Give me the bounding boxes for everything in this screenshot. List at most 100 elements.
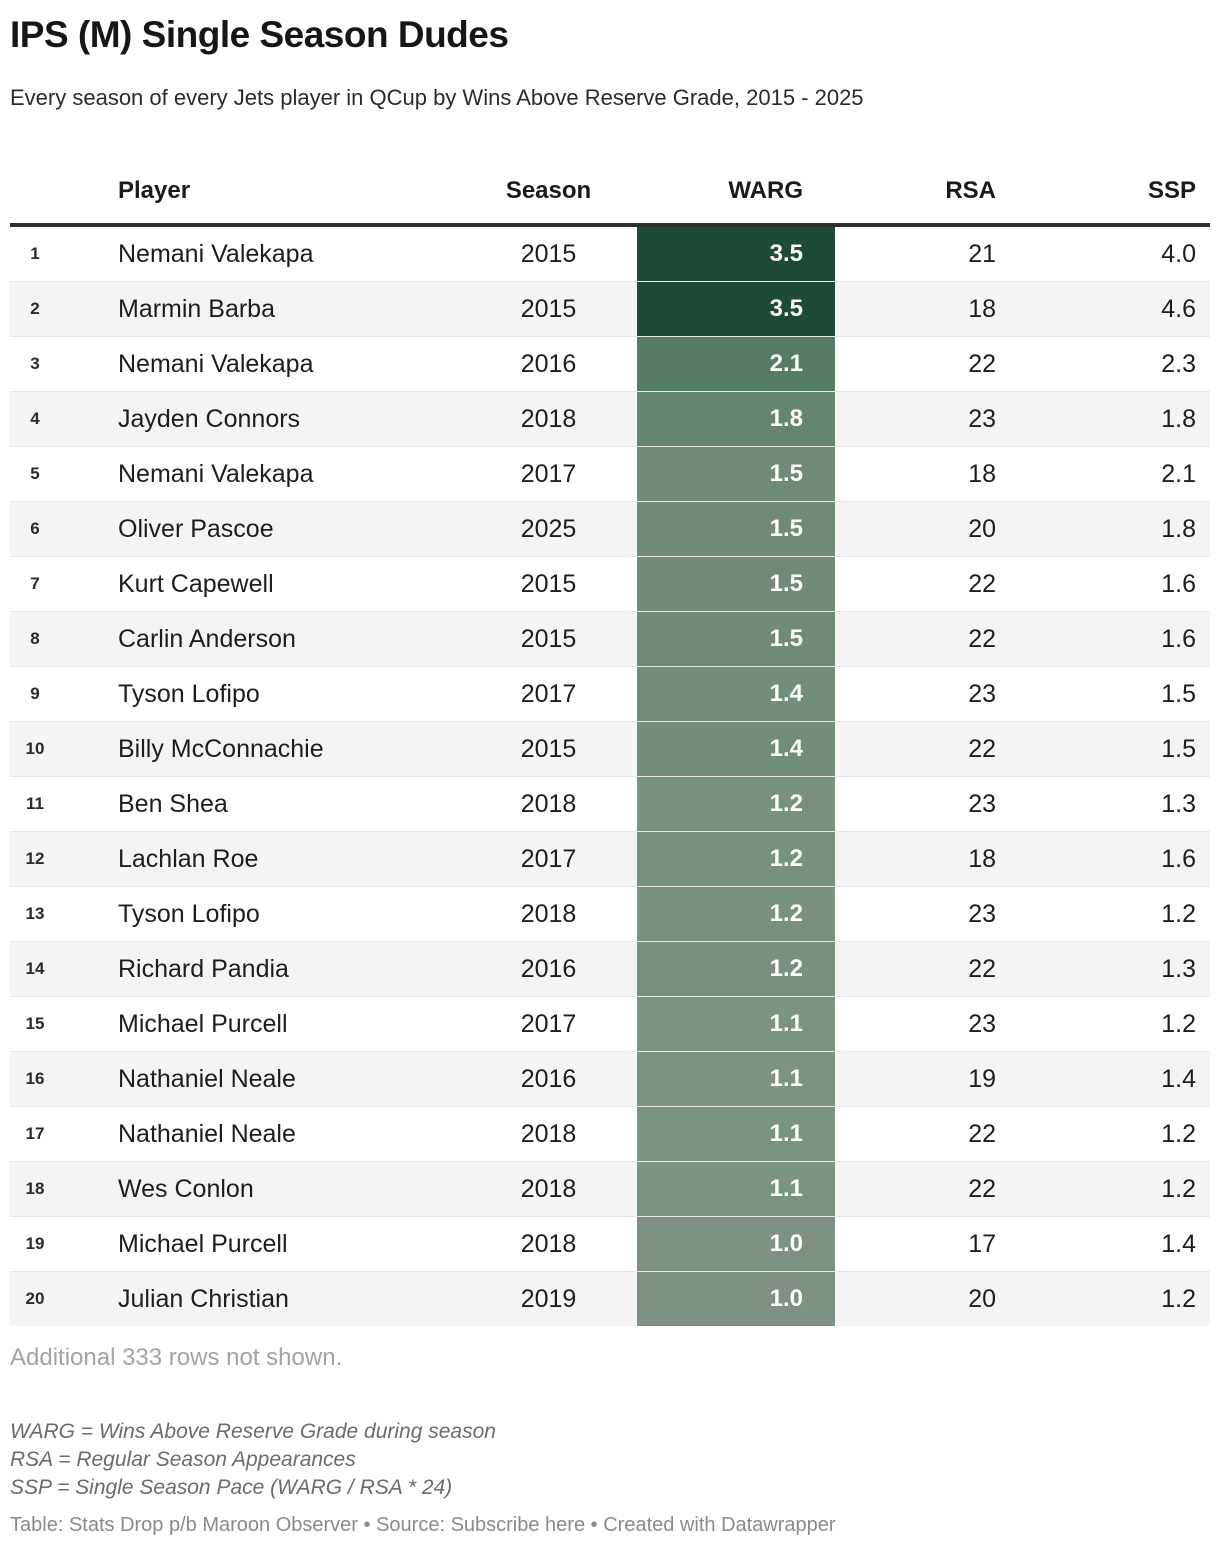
cell-warg: 1.2: [637, 775, 835, 832]
cell-rsa: 22: [835, 555, 1010, 612]
cell-season: 2017: [460, 665, 637, 722]
row-rank: 11: [10, 775, 60, 832]
cell-player: Tyson Lofipo: [60, 665, 460, 722]
cell-season: 2015: [520, 239, 577, 268]
cell-ssp: 1.3: [1010, 775, 1210, 832]
row-rank: 20: [10, 1270, 60, 1326]
cell-season: 2018: [460, 390, 637, 447]
row-rank: 1: [30, 243, 40, 263]
cell-season: 2017: [460, 830, 637, 887]
footnote-rsa: RSA = Regular Season Appearances: [10, 1447, 356, 1471]
cell-player: Nemani Valekapa: [60, 445, 460, 502]
cell-rsa: 22: [835, 335, 1010, 392]
cell-player: Nathaniel Neale: [60, 1050, 460, 1107]
cell-rsa: 22: [835, 610, 1010, 667]
row-rank: 12: [10, 830, 60, 887]
cell-ssp: 2.1: [1010, 445, 1210, 502]
cell-player: Carlin Anderson: [60, 610, 460, 667]
table-row: 3 Nemani Valekapa 2016 2.1 22 2.3: [10, 335, 1210, 392]
cell-player: Marmin Barba: [60, 280, 460, 337]
row-rank: 16: [10, 1050, 60, 1107]
cell-player: Julian Christian: [60, 1270, 460, 1326]
column-header-player[interactable]: Player: [60, 154, 460, 227]
cell-player: Billy McConnachie: [60, 720, 460, 777]
cell-rsa: 23: [835, 775, 1010, 832]
row-rank: 7: [10, 555, 60, 612]
cell-player: Richard Pandia: [60, 940, 460, 997]
cell-player: Tyson Lofipo: [60, 885, 460, 942]
cell-ssp: 1.6: [1010, 555, 1210, 612]
table-row: 9 Tyson Lofipo 2017 1.4 23 1.5: [10, 665, 1210, 722]
row-rank: 2: [10, 280, 60, 337]
table-row: 19 Michael Purcell 2018 1.0 17 1.4: [10, 1215, 1210, 1272]
cell-ssp: 1.8: [1010, 500, 1210, 557]
row-rank: 3: [10, 335, 60, 392]
cell-season: 2018: [460, 775, 637, 832]
attribution-table-label: Table:: [10, 1513, 69, 1536]
cell-ssp: 4.6: [1010, 280, 1210, 337]
table-row: 12 Lachlan Roe 2017 1.2 18 1.6: [10, 830, 1210, 887]
subscribe-link[interactable]: Subscribe here: [450, 1513, 586, 1536]
cell-rsa: 20: [835, 500, 1010, 557]
cell-warg: 3.5: [637, 224, 835, 282]
cell-player: Michael Purcell: [60, 1215, 460, 1272]
table-row: 2 Marmin Barba 2015 3.5 18 4.6: [10, 280, 1210, 337]
cell-warg: 1.4: [637, 665, 835, 722]
cell-player: Ben Shea: [60, 775, 460, 832]
cell-player: Nemani Valekapa: [118, 239, 314, 268]
cell-warg: 1.1: [637, 995, 835, 1052]
cell-ssp: 1.8: [1010, 390, 1210, 447]
cell-ssp: 1.6: [1010, 610, 1210, 667]
row-rank: 5: [10, 445, 60, 502]
table-row: 18 Wes Conlon 2018 1.1 22 1.2: [10, 1160, 1210, 1217]
row-rank: 17: [10, 1105, 60, 1162]
cell-season: 2016: [460, 940, 637, 997]
cell-rsa: 19: [835, 1050, 1010, 1107]
cell-ssp: 1.2: [1010, 1270, 1210, 1326]
cell-warg: 1.5: [637, 555, 835, 612]
cell-player: Jayden Connors: [60, 390, 460, 447]
more-rows-note: Additional 333 rows not shown.: [10, 1343, 343, 1371]
footnote-warg: WARG = Wins Above Reserve Grade during s…: [10, 1419, 496, 1443]
column-header-warg[interactable]: WARG: [637, 154, 835, 227]
cell-player: Lachlan Roe: [60, 830, 460, 887]
column-header-ssp[interactable]: SSP: [1010, 154, 1210, 227]
cell-season: 2025: [460, 500, 637, 557]
cell-player: Oliver Pascoe: [60, 500, 460, 557]
row-rank: 8: [10, 610, 60, 667]
row-rank: 9: [10, 665, 60, 722]
cell-season: 2018: [460, 1215, 637, 1272]
table-row: 15 Michael Purcell 2017 1.1 23 1.2: [10, 995, 1210, 1052]
row-rank: 18: [10, 1160, 60, 1217]
cell-season: 2015: [460, 555, 637, 612]
cell-warg: 1.5: [637, 500, 835, 557]
table-row: 4 Jayden Connors 2018 1.8 23 1.8: [10, 390, 1210, 447]
cell-rsa: 22: [835, 1105, 1010, 1162]
cell-warg: 2.1: [637, 335, 835, 392]
column-header-season[interactable]: Season: [460, 154, 637, 227]
cell-player: Nathaniel Neale: [60, 1105, 460, 1162]
cell-warg: 1.1: [637, 1160, 835, 1217]
attribution-table-source: Stats Drop p/b Maroon Observer: [68, 1513, 358, 1536]
row-rank: 19: [10, 1215, 60, 1272]
table-row: 13 Tyson Lofipo 2018 1.2 23 1.2: [10, 885, 1210, 942]
row-rank: 4: [10, 390, 60, 447]
table-row: 17 Nathaniel Neale 2018 1.1 22 1.2: [10, 1105, 1210, 1162]
table-row: 1 Nemani Valekapa 2015 3.5 21 4.0: [10, 224, 1210, 282]
cell-ssp: 1.3: [1010, 940, 1210, 997]
datawrapper-link[interactable]: Datawrapper: [721, 1513, 836, 1536]
column-header-rsa[interactable]: RSA: [835, 154, 1010, 227]
page-subtitle: Every season of every Jets player in QCu…: [10, 84, 864, 110]
cell-season: 2017: [460, 995, 637, 1052]
cell-ssp: 1.5: [1010, 720, 1210, 777]
cell-rsa: 18: [835, 445, 1010, 502]
cell-ssp: 4.0: [1161, 239, 1196, 268]
cell-rsa: 20: [835, 1270, 1010, 1326]
table-row: 10 Billy McConnachie 2015 1.4 22 1.5: [10, 720, 1210, 777]
attribution-separator-2: •: [585, 1513, 604, 1536]
cell-ssp: 2.3: [1010, 335, 1210, 392]
cell-ssp: 1.2: [1010, 1105, 1210, 1162]
table-row: 7 Kurt Capewell 2015 1.5 22 1.6: [10, 555, 1210, 612]
cell-player: Kurt Capewell: [60, 555, 460, 612]
cell-warg: 1.2: [637, 885, 835, 942]
